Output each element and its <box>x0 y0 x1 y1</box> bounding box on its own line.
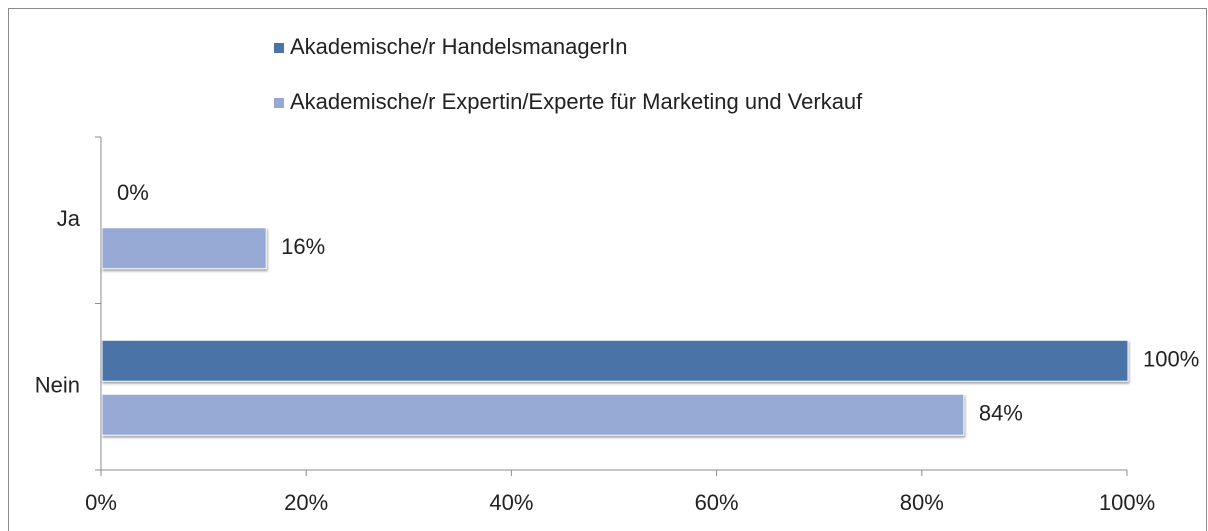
x-tick-label: 80% <box>900 490 944 515</box>
legend-label: Akademische/r Expertin/Experte für Marke… <box>290 89 863 114</box>
x-tick-label: 100% <box>1099 490 1155 515</box>
bar <box>101 393 965 436</box>
legend-label: Akademische/r HandelsmanagerIn <box>290 34 628 59</box>
legend-swatch <box>274 43 284 53</box>
category-label: Nein <box>35 373 80 398</box>
chart-frame <box>8 8 1207 531</box>
x-tick-label: 60% <box>695 490 739 515</box>
x-tick-label: 0% <box>85 490 117 515</box>
value-label: 84% <box>979 401 1023 426</box>
value-label: 0% <box>117 180 149 205</box>
category-label: Ja <box>57 206 81 231</box>
legend-swatch <box>274 98 284 108</box>
bar <box>101 339 1129 382</box>
value-label: 16% <box>281 234 325 259</box>
x-tick-label: 20% <box>284 490 328 515</box>
bar <box>101 227 267 270</box>
value-label: 100% <box>1143 347 1199 372</box>
x-tick-label: 40% <box>489 490 533 515</box>
